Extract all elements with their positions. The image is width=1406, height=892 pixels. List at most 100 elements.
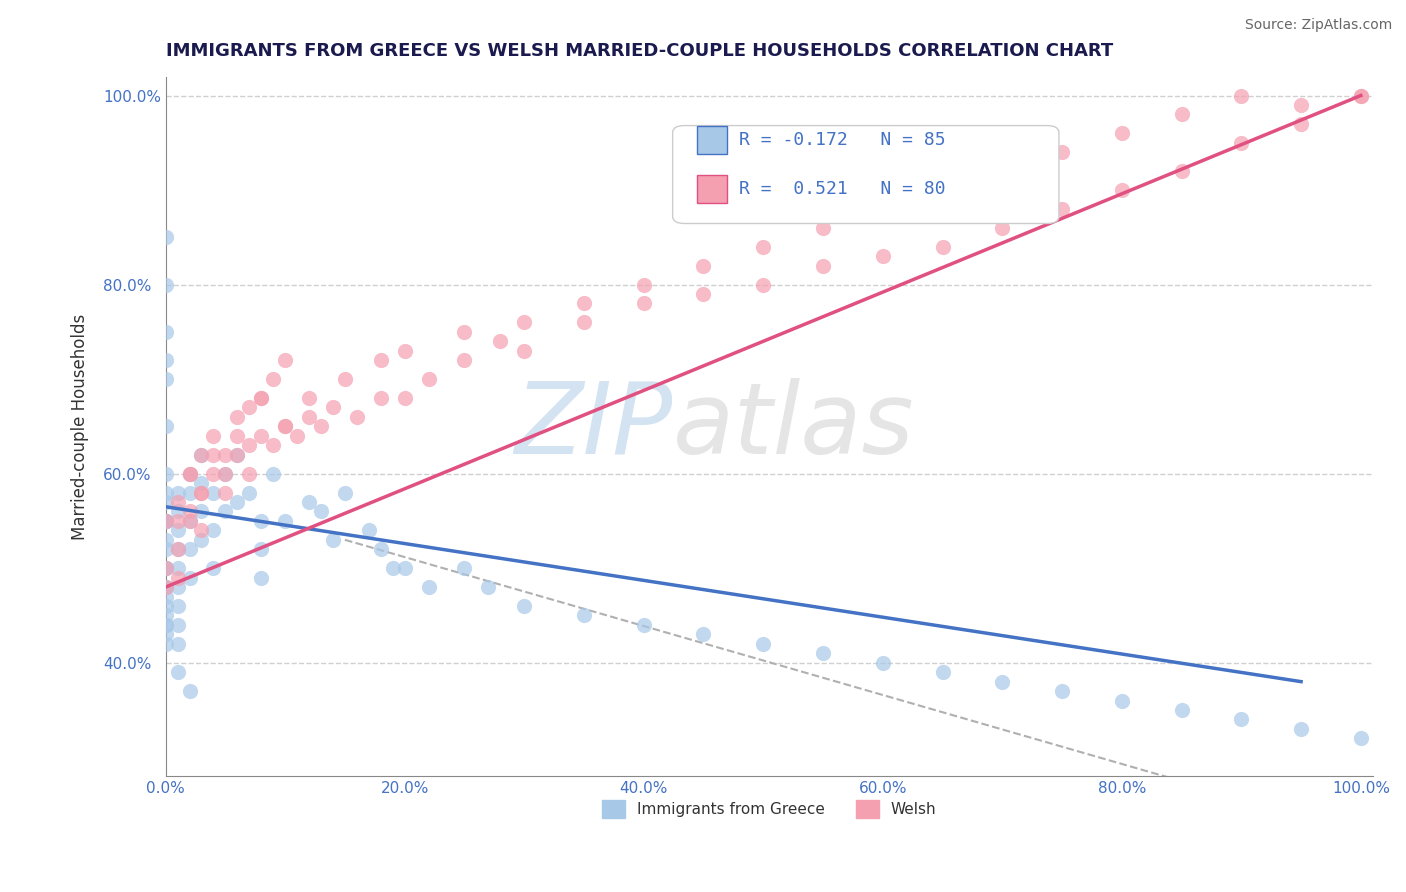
Point — [872, 202, 894, 216]
Point — [226, 409, 249, 424]
Point — [285, 429, 308, 443]
Point — [370, 542, 392, 557]
Point — [1111, 693, 1133, 707]
Point — [250, 542, 273, 557]
Point — [418, 372, 440, 386]
Point — [202, 448, 225, 462]
Point — [394, 561, 416, 575]
Point — [179, 542, 201, 557]
Point — [633, 618, 655, 632]
Point — [872, 656, 894, 670]
Point — [166, 561, 188, 575]
Point — [811, 646, 834, 660]
Point — [991, 164, 1014, 178]
Text: IMMIGRANTS FROM GREECE VS WELSH MARRIED-COUPLE HOUSEHOLDS CORRELATION CHART: IMMIGRANTS FROM GREECE VS WELSH MARRIED-… — [166, 42, 1114, 60]
Point — [931, 240, 953, 254]
Point — [250, 391, 273, 405]
Point — [190, 448, 212, 462]
Point — [1350, 88, 1372, 103]
Y-axis label: Married-couple Households: Married-couple Households — [72, 313, 89, 540]
Point — [394, 343, 416, 358]
Point — [190, 448, 212, 462]
Point — [155, 637, 177, 651]
Text: R = -0.172   N = 85: R = -0.172 N = 85 — [740, 130, 946, 149]
Point — [155, 353, 177, 368]
Point — [238, 485, 260, 500]
Point — [155, 618, 177, 632]
Point — [357, 524, 380, 538]
Point — [250, 514, 273, 528]
Point — [155, 514, 177, 528]
Point — [155, 561, 177, 575]
Point — [202, 561, 225, 575]
Point — [155, 580, 177, 594]
Point — [190, 533, 212, 547]
Point — [179, 514, 201, 528]
Point — [202, 429, 225, 443]
Point — [1230, 713, 1253, 727]
Point — [179, 485, 201, 500]
Point — [214, 467, 236, 481]
Point — [453, 325, 475, 339]
Bar — [697, 126, 727, 153]
Point — [572, 315, 595, 329]
Point — [298, 391, 321, 405]
Point — [692, 259, 714, 273]
Point — [1230, 136, 1253, 150]
Point — [1111, 126, 1133, 140]
Point — [633, 296, 655, 310]
Point — [381, 561, 404, 575]
Point — [202, 524, 225, 538]
Point — [262, 467, 284, 481]
Point — [155, 514, 177, 528]
Point — [155, 627, 177, 641]
Point — [155, 533, 177, 547]
Point — [226, 448, 249, 462]
Point — [811, 259, 834, 273]
Point — [226, 448, 249, 462]
Point — [1050, 202, 1073, 216]
Point — [931, 183, 953, 197]
Point — [394, 391, 416, 405]
Point — [274, 353, 297, 368]
Point — [1111, 183, 1133, 197]
Point — [309, 504, 332, 518]
Point — [250, 391, 273, 405]
Point — [155, 580, 177, 594]
Point — [166, 495, 188, 509]
Point — [1289, 722, 1312, 736]
Point — [1050, 684, 1073, 698]
Point — [166, 485, 188, 500]
Point — [155, 561, 177, 575]
Point — [274, 419, 297, 434]
Point — [166, 637, 188, 651]
Point — [190, 485, 212, 500]
Point — [155, 277, 177, 292]
Point — [155, 514, 177, 528]
Point — [238, 467, 260, 481]
Point — [179, 467, 201, 481]
Point — [1170, 703, 1192, 717]
Point — [155, 542, 177, 557]
Point — [752, 240, 775, 254]
Point — [991, 220, 1014, 235]
Point — [155, 419, 177, 434]
Point — [370, 353, 392, 368]
Point — [155, 561, 177, 575]
Text: Source: ZipAtlas.com: Source: ZipAtlas.com — [1244, 18, 1392, 32]
Point — [238, 438, 260, 452]
Point — [179, 684, 201, 698]
Point — [155, 608, 177, 623]
Point — [370, 391, 392, 405]
Bar — [697, 175, 727, 202]
Point — [513, 343, 536, 358]
Point — [166, 571, 188, 585]
Point — [1289, 98, 1312, 112]
Point — [179, 571, 201, 585]
Point — [262, 438, 284, 452]
Point — [190, 504, 212, 518]
Point — [477, 580, 499, 594]
Point — [155, 467, 177, 481]
Point — [274, 419, 297, 434]
Point — [298, 409, 321, 424]
